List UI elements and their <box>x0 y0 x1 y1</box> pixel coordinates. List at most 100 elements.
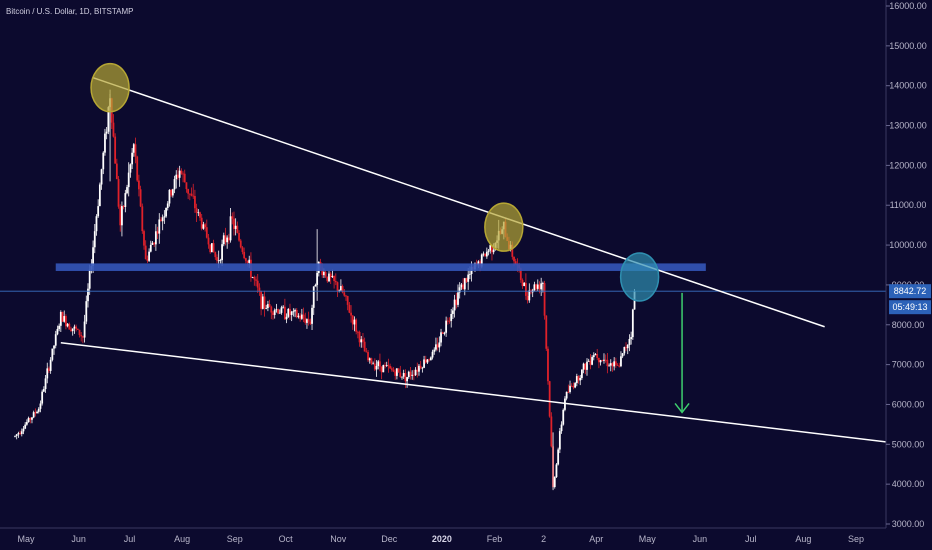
candle-body <box>295 309 298 318</box>
candle-body <box>283 306 286 320</box>
candle-body <box>392 369 395 372</box>
candle-body <box>70 329 72 332</box>
candle-body <box>151 242 154 245</box>
candle-body <box>362 339 364 342</box>
candle-body <box>132 144 135 153</box>
last-price-value: 8842.72 <box>894 286 927 296</box>
candle-body <box>98 184 101 207</box>
candle-body <box>210 243 213 253</box>
candle-body <box>421 367 424 369</box>
candle-body <box>631 309 634 338</box>
candle-body <box>136 156 139 181</box>
candle-body <box>407 371 410 378</box>
candle-body <box>161 217 164 222</box>
candle-body <box>553 477 556 488</box>
peak-ellipse-marker[interactable] <box>484 202 524 252</box>
down-arrow-head[interactable] <box>674 402 690 414</box>
candle-body <box>27 417 30 423</box>
candle-body <box>227 237 230 241</box>
candle-body <box>231 216 234 219</box>
candle-body <box>618 365 621 367</box>
candle-body <box>119 206 122 226</box>
candle-body <box>414 369 417 376</box>
candle-body <box>34 412 37 414</box>
candle-body <box>424 359 427 363</box>
candle-body <box>326 276 329 282</box>
candle-body <box>138 180 140 190</box>
candle-body <box>168 189 171 204</box>
candle-body <box>171 189 174 196</box>
candle-body <box>248 259 251 263</box>
candle-body <box>406 377 408 382</box>
candle-body <box>492 249 495 253</box>
candle-body <box>433 349 436 352</box>
candle-body <box>304 318 307 323</box>
candle-body <box>321 267 324 276</box>
candle-body <box>197 212 200 214</box>
candle-body <box>356 331 359 333</box>
candle-body <box>574 383 577 388</box>
candle-body <box>620 356 622 367</box>
lower-trendline[interactable] <box>60 341 932 453</box>
y-tick-label: 16000.00 <box>889 1 927 11</box>
x-tick-label: Jun <box>71 534 86 544</box>
peak-ellipse-marker[interactable] <box>90 62 130 113</box>
candle-body <box>44 378 47 390</box>
candle-body <box>53 345 55 349</box>
candle-body <box>260 291 263 309</box>
candle-body <box>275 309 278 311</box>
time-axis[interactable]: May Jun Jul Aug Sep Oct Nov Dec 2020 Feb 2 Apr May Ju… <box>17 534 864 544</box>
candle-body <box>251 277 254 278</box>
candle-body <box>353 319 356 325</box>
candle-body <box>236 225 239 233</box>
candle-body <box>401 376 403 378</box>
candle-body <box>323 272 325 276</box>
candle-body <box>95 216 98 232</box>
candle-body <box>536 284 539 289</box>
candle-body <box>373 363 376 370</box>
candle-body <box>511 244 514 257</box>
candle-body <box>255 279 257 281</box>
candle-body <box>270 306 273 313</box>
current-price-ellipse-marker[interactable] <box>619 252 660 302</box>
candle-body <box>453 299 456 311</box>
candle-body <box>524 282 527 296</box>
candle-body <box>545 315 548 349</box>
support-zone-rectangle[interactable] <box>55 263 706 271</box>
candle-body <box>122 206 125 207</box>
bar-countdown: 05:49:13 <box>892 302 927 312</box>
y-tick-label: 5000.00 <box>892 439 925 449</box>
candle-body <box>348 304 351 313</box>
candle-body <box>287 308 290 317</box>
x-tick-label: 2020 <box>432 534 452 544</box>
last-price-tag <box>889 284 931 299</box>
candle-body <box>435 344 437 350</box>
y-tick-label: 7000.00 <box>892 360 925 370</box>
candle-body <box>569 385 571 392</box>
candle-body <box>329 273 332 278</box>
candle-body <box>83 321 86 338</box>
candle-body <box>586 361 588 370</box>
candle-body <box>37 408 40 412</box>
candle-body <box>224 235 227 243</box>
upper-trendline[interactable] <box>92 77 825 328</box>
y-tick-label: 3000.00 <box>892 519 925 529</box>
candle-body <box>416 369 419 372</box>
candle-body <box>238 232 240 241</box>
candle-body <box>579 377 582 381</box>
last-price-tags: 8842.72 05:49:13 <box>889 284 931 315</box>
candle-body <box>22 428 25 432</box>
candle-body <box>448 320 451 322</box>
candle-body <box>139 189 142 207</box>
candle-body <box>485 251 488 257</box>
candle-body <box>307 319 310 322</box>
candle-body <box>190 193 193 196</box>
candle-body <box>263 296 266 309</box>
candle-body <box>312 286 315 308</box>
candle-body <box>429 357 432 361</box>
y-tick-label: 12000.00 <box>889 160 927 170</box>
candle-body <box>277 309 279 314</box>
candle-body <box>596 354 599 358</box>
